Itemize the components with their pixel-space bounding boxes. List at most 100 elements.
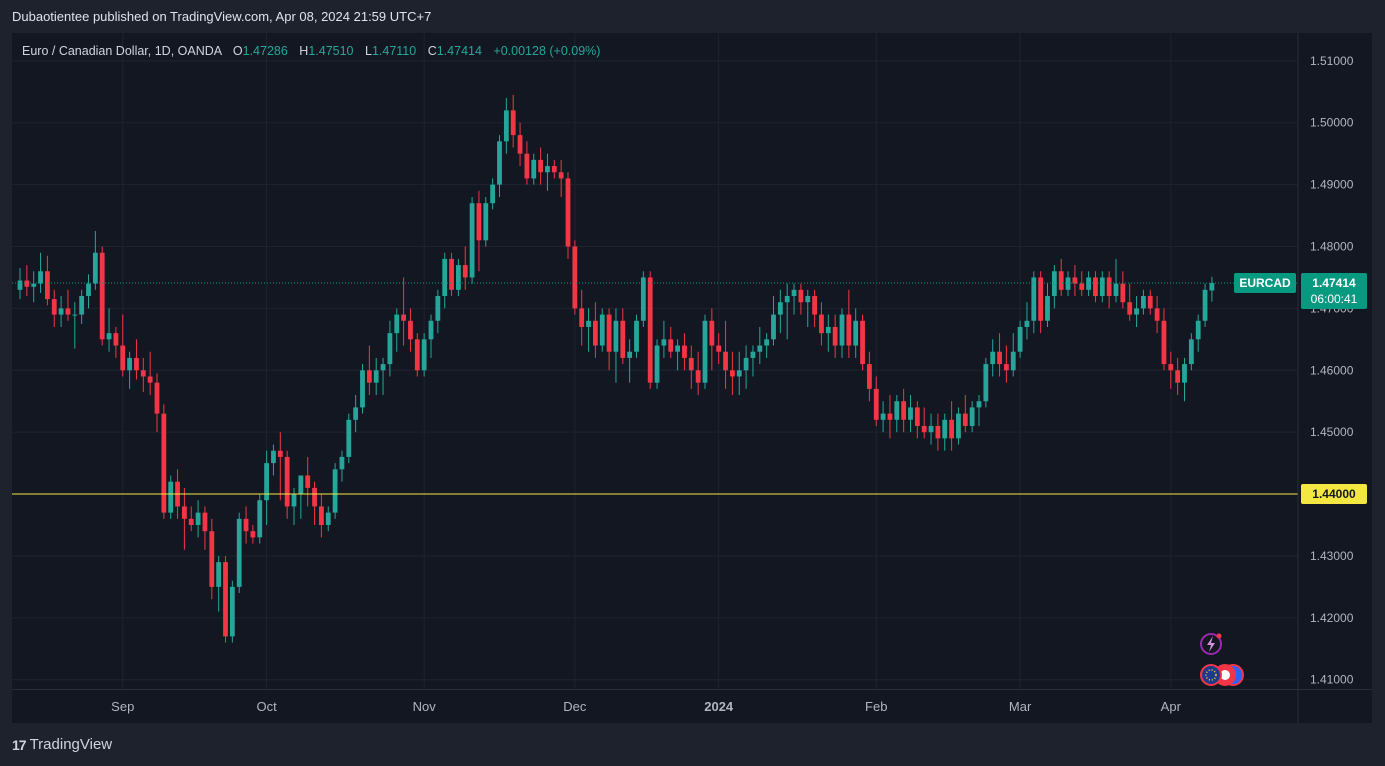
candle[interactable] bbox=[243, 506, 249, 544]
candle[interactable] bbox=[284, 450, 290, 519]
candle[interactable] bbox=[264, 450, 269, 525]
candle[interactable] bbox=[1141, 289, 1146, 315]
candle[interactable] bbox=[1127, 283, 1133, 321]
candle[interactable] bbox=[942, 413, 948, 451]
candle[interactable] bbox=[134, 339, 139, 380]
candle[interactable] bbox=[997, 333, 1002, 377]
candle[interactable] bbox=[873, 376, 879, 426]
candle[interactable] bbox=[914, 401, 920, 439]
candlestick-chart[interactable]: 1.41000 1.42000 1.43000 1.44000 1.45000 1.460… bbox=[12, 33, 1372, 723]
candle[interactable] bbox=[58, 296, 64, 327]
candle[interactable] bbox=[736, 351, 742, 396]
candle[interactable] bbox=[586, 308, 591, 352]
candle[interactable] bbox=[188, 506, 194, 532]
candle[interactable] bbox=[867, 351, 872, 402]
candle[interactable] bbox=[106, 308, 112, 352]
candle[interactable] bbox=[435, 289, 441, 334]
candle[interactable] bbox=[1079, 271, 1085, 297]
candle[interactable] bbox=[777, 289, 783, 334]
candle[interactable] bbox=[51, 289, 57, 327]
candle[interactable] bbox=[319, 494, 324, 538]
candle[interactable] bbox=[394, 308, 400, 352]
candle[interactable] bbox=[1161, 308, 1167, 371]
candle[interactable] bbox=[1072, 265, 1078, 297]
candle[interactable] bbox=[839, 308, 845, 358]
candle[interactable] bbox=[168, 475, 174, 519]
candle[interactable] bbox=[469, 197, 475, 284]
candle[interactable] bbox=[45, 255, 50, 306]
candle[interactable] bbox=[366, 345, 372, 396]
candle[interactable] bbox=[819, 302, 824, 346]
candle[interactable] bbox=[627, 339, 633, 383]
candle[interactable] bbox=[449, 252, 454, 297]
candle[interactable] bbox=[332, 463, 338, 519]
candle[interactable] bbox=[716, 333, 722, 365]
candle[interactable] bbox=[1010, 333, 1016, 377]
candle[interactable] bbox=[709, 308, 715, 371]
candle[interactable] bbox=[688, 345, 694, 389]
candle[interactable] bbox=[730, 351, 735, 396]
chart-panel[interactable]: 1.41000 1.42000 1.43000 1.44000 1.45000 1.460… bbox=[12, 33, 1372, 723]
candle[interactable] bbox=[825, 314, 831, 352]
candle[interactable] bbox=[606, 308, 612, 371]
candle[interactable] bbox=[346, 413, 352, 464]
candle[interactable] bbox=[1120, 271, 1126, 309]
candle[interactable] bbox=[949, 401, 954, 451]
candle[interactable] bbox=[757, 326, 763, 365]
candle[interactable] bbox=[1209, 276, 1215, 302]
candle[interactable] bbox=[983, 357, 989, 408]
candle[interactable] bbox=[1168, 351, 1174, 389]
candle[interactable] bbox=[976, 395, 982, 426]
candle[interactable] bbox=[414, 333, 420, 377]
candle[interactable] bbox=[312, 481, 317, 525]
candle[interactable] bbox=[661, 320, 667, 358]
candle[interactable] bbox=[182, 487, 187, 550]
candle[interactable] bbox=[565, 172, 571, 259]
candle[interactable] bbox=[928, 413, 934, 445]
candle[interactable] bbox=[442, 252, 448, 309]
candle[interactable] bbox=[401, 277, 406, 346]
candle[interactable] bbox=[113, 326, 119, 358]
candle[interactable] bbox=[579, 289, 585, 346]
candle[interactable] bbox=[140, 357, 146, 392]
candle[interactable] bbox=[908, 395, 913, 433]
candle[interactable] bbox=[31, 271, 37, 303]
candle[interactable] bbox=[640, 271, 646, 327]
candle[interactable] bbox=[956, 407, 961, 445]
candle[interactable] bbox=[298, 475, 304, 519]
candle[interactable] bbox=[935, 413, 941, 451]
candle[interactable] bbox=[764, 333, 770, 358]
candle[interactable] bbox=[147, 351, 153, 396]
candle[interactable] bbox=[79, 289, 85, 324]
candle[interactable] bbox=[860, 314, 865, 371]
candle[interactable] bbox=[17, 268, 23, 300]
candle[interactable] bbox=[497, 135, 502, 197]
candle[interactable] bbox=[593, 302, 598, 358]
candle[interactable] bbox=[1017, 320, 1023, 358]
candle[interactable] bbox=[1058, 258, 1064, 297]
candle[interactable] bbox=[229, 580, 235, 643]
candle[interactable] bbox=[120, 314, 126, 377]
candle[interactable] bbox=[551, 159, 557, 179]
candle[interactable] bbox=[291, 487, 297, 525]
candle[interactable] bbox=[647, 271, 653, 389]
candle[interactable] bbox=[408, 308, 413, 352]
candle[interactable] bbox=[1188, 333, 1194, 371]
candle[interactable] bbox=[216, 555, 222, 612]
candle[interactable] bbox=[894, 395, 900, 433]
candle[interactable] bbox=[305, 456, 311, 507]
candle[interactable] bbox=[675, 339, 680, 371]
candle[interactable] bbox=[1113, 258, 1119, 303]
candle[interactable] bbox=[353, 395, 359, 433]
candle[interactable] bbox=[558, 159, 564, 197]
candle[interactable] bbox=[599, 308, 605, 352]
candle[interactable] bbox=[127, 351, 132, 389]
candle[interactable] bbox=[695, 351, 701, 396]
candle[interactable] bbox=[1045, 283, 1050, 327]
candle[interactable] bbox=[620, 308, 626, 365]
candle[interactable] bbox=[271, 444, 276, 476]
candle[interactable] bbox=[428, 314, 434, 358]
candle[interactable] bbox=[195, 500, 201, 538]
candle[interactable] bbox=[853, 308, 859, 358]
candle[interactable] bbox=[65, 289, 71, 321]
